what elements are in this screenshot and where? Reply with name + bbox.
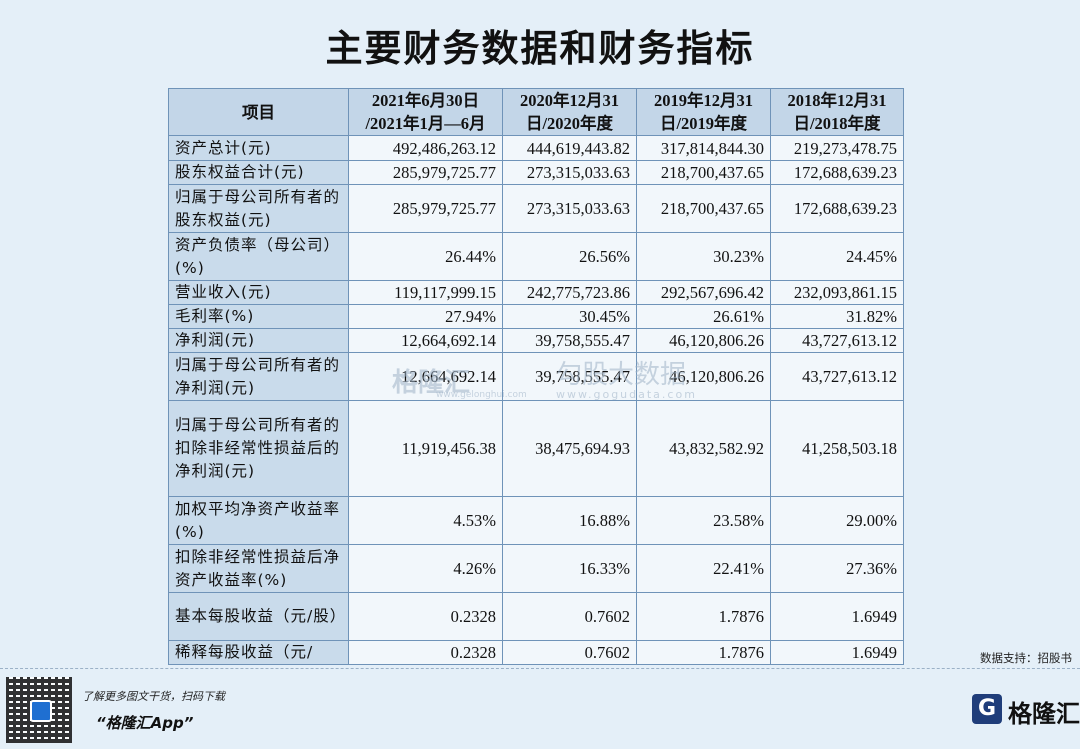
cell-value: 27.94% [348, 304, 503, 329]
cell-value: 172,688,639.23 [770, 160, 904, 185]
cell-value: 27.36% [770, 544, 904, 593]
financial-table: 项目 2021年6月30日 /2021年1月—6月 2020年12月31 日/202… [168, 88, 904, 665]
column-header: 2018年12月31 日/2018年度 [770, 88, 904, 136]
cell-value: 285,979,725.77 [348, 160, 503, 185]
table-row: 资产总计(元) 492,486,263.12 444,619,443.82 317,8… [168, 135, 904, 161]
cell-value: 273,315,033.63 [502, 160, 637, 185]
cell-value: 43,727,613.12 [770, 352, 904, 401]
cell-value: 26.56% [502, 232, 637, 281]
cell-value: 218,700,437.65 [636, 184, 771, 233]
cell-value: 38,475,694.93 [502, 400, 637, 497]
table-row: 归属于母公司所有者的扣除非经常性损益后的净利润(元) 11,919,456.38 3… [168, 400, 904, 497]
cell-value: 12,664,692.14 [348, 352, 503, 401]
cell-value: 232,093,861.15 [770, 280, 904, 305]
watermark: www.gogudata.com [556, 388, 697, 401]
table-row: 归属于母公司所有者的净利润(元) 12,664,692.14 39,758,555.… [168, 352, 904, 401]
column-header: 2019年12月31 日/2019年度 [636, 88, 771, 136]
watermark: 勾股大数据 [556, 360, 687, 390]
cell-value: 16.33% [502, 544, 637, 593]
cell-value: 4.26% [348, 544, 503, 593]
cell-value: 26.44% [348, 232, 503, 281]
table-row: 基本每股收益（元/股） 0.2328 0.7602 1.7876 1.6949 [168, 592, 904, 641]
row-label: 基本每股收益（元/股） [168, 592, 349, 641]
cell-value: 444,619,443.82 [502, 135, 637, 161]
row-label: 资产总计(元) [168, 135, 349, 161]
cell-value: 39,758,555.47 [502, 328, 637, 353]
table-row: 加权平均净资产收益率(%) 4.53% 16.88% 23.58% 29.00% [168, 496, 904, 545]
cell-value: 43,832,582.92 [636, 400, 771, 497]
cell-value: 0.7602 [502, 592, 637, 641]
cell-value: 119,117,999.15 [348, 280, 503, 305]
table-head: 项目 2021年6月30日 /2021年1月—6月 2020年12月31 日/202… [168, 88, 904, 136]
divider [0, 668, 1080, 669]
cell-value: 219,273,478.75 [770, 135, 904, 161]
logo-icon: G [972, 694, 1002, 724]
cell-value: 16.88% [502, 496, 637, 545]
watermark: 格隆汇 [392, 368, 471, 398]
title: 主要财务数据和财务指标 [325, 27, 755, 70]
cell-value: 1.6949 [770, 640, 904, 665]
column-header: 2021年6月30日 /2021年1月—6月 [348, 88, 503, 136]
cell-value: 41,258,503.18 [770, 400, 904, 497]
row-label: 归属于母公司所有者的股东权益(元) [168, 184, 349, 233]
cell-value: 242,775,723.86 [502, 280, 637, 305]
cell-value: 31.82% [770, 304, 904, 329]
source-note: 数据支持：招股书 [980, 651, 1072, 665]
row-label: 扣除非经常性损益后净资产收益率(%) [168, 544, 349, 593]
cell-value: 23.58% [636, 496, 771, 545]
cell-value: 492,486,263.12 [348, 135, 503, 161]
row-label: 归属于母公司所有者的扣除非经常性损益后的净利润(元) [168, 400, 349, 497]
header-row: 项目 2021年6月30日 /2021年1月—6月 2020年12月31 日/202… [168, 88, 904, 136]
table-row: 归属于母公司所有者的股东权益(元) 285,979,725.77 273,315,0… [168, 184, 904, 233]
cell-value: 11,919,456.38 [348, 400, 503, 497]
app-name: “格隆汇App” [96, 714, 194, 732]
table-body: 资产总计(元) 492,486,263.12 444,619,443.82 317,8… [168, 135, 904, 665]
cell-value: 1.6949 [770, 592, 904, 641]
row-label: 股东权益合计(元) [168, 160, 349, 185]
row-label: 归属于母公司所有者的净利润(元) [168, 352, 349, 401]
row-label: 加权平均净资产收益率(%) [168, 496, 349, 545]
cell-value: 43,727,613.12 [770, 328, 904, 353]
promo-text: 了解更多图文干货，扫码下载 [82, 690, 225, 703]
cell-value: 0.7602 [502, 640, 637, 665]
cell-value: 0.2328 [348, 592, 503, 641]
logo-text: 格隆汇 [1008, 700, 1080, 728]
cell-value: 218,700,437.65 [636, 160, 771, 185]
row-label: 毛利率(%) [168, 304, 349, 329]
row-label: 资产负债率（母公司）(%) [168, 232, 349, 281]
cell-value: 172,688,639.23 [770, 184, 904, 233]
cell-value: 1.7876 [636, 640, 771, 665]
table-row: 稀释每股收益（元/0.2328 0.7602 1.7876 1.6949 [168, 640, 904, 665]
cell-value: 0.2328 [348, 640, 503, 665]
cell-value: 46,120,806.26 [636, 328, 771, 353]
cell-value: 273,315,033.63 [502, 184, 637, 233]
row-label: 稀释每股收益（元/ [168, 640, 349, 665]
cell-value: 30.23% [636, 232, 771, 281]
cell-value: 12,664,692.14 [348, 328, 503, 353]
table-row: 营业收入(元) 119,117,999.15 242,775,723.86 292,5… [168, 280, 904, 305]
table-row: 扣除非经常性损益后净资产收益率(%) 4.26% 16.33% 22.41% 27.36… [168, 544, 904, 593]
cell-value: 26.61% [636, 304, 771, 329]
row-label: 营业收入(元) [168, 280, 349, 305]
cell-value: 292,567,696.42 [636, 280, 771, 305]
cell-value: 24.45% [770, 232, 904, 281]
table-row: 净利润(元) 12,664,692.14 39,758,555.47 46,120,8… [168, 328, 904, 353]
qr-logo [30, 700, 52, 722]
table-row: 资产负债率（母公司）(%) 26.44% 26.56% 30.23% 24.45% [168, 232, 904, 281]
table-row: 股东权益合计(元) 285,979,725.77 273,315,033.63 218… [168, 160, 904, 185]
cell-value: 285,979,725.77 [348, 184, 503, 233]
cell-value: 22.41% [636, 544, 771, 593]
cell-value: 29.00% [770, 496, 904, 545]
cell-value: 4.53% [348, 496, 503, 545]
row-label: 净利润(元) [168, 328, 349, 353]
watermark: www.gelonghui.com [436, 390, 527, 400]
cell-value: 30.45% [502, 304, 637, 329]
column-header: 2020年12月31 日/2020年度 [502, 88, 637, 136]
cell-value: 317,814,844.30 [636, 135, 771, 161]
column-header: 项目 [168, 88, 349, 136]
cell-value: 1.7876 [636, 592, 771, 641]
table-row: 毛利率(%) 27.94% 30.45% 26.61% 31.82% [168, 304, 904, 329]
